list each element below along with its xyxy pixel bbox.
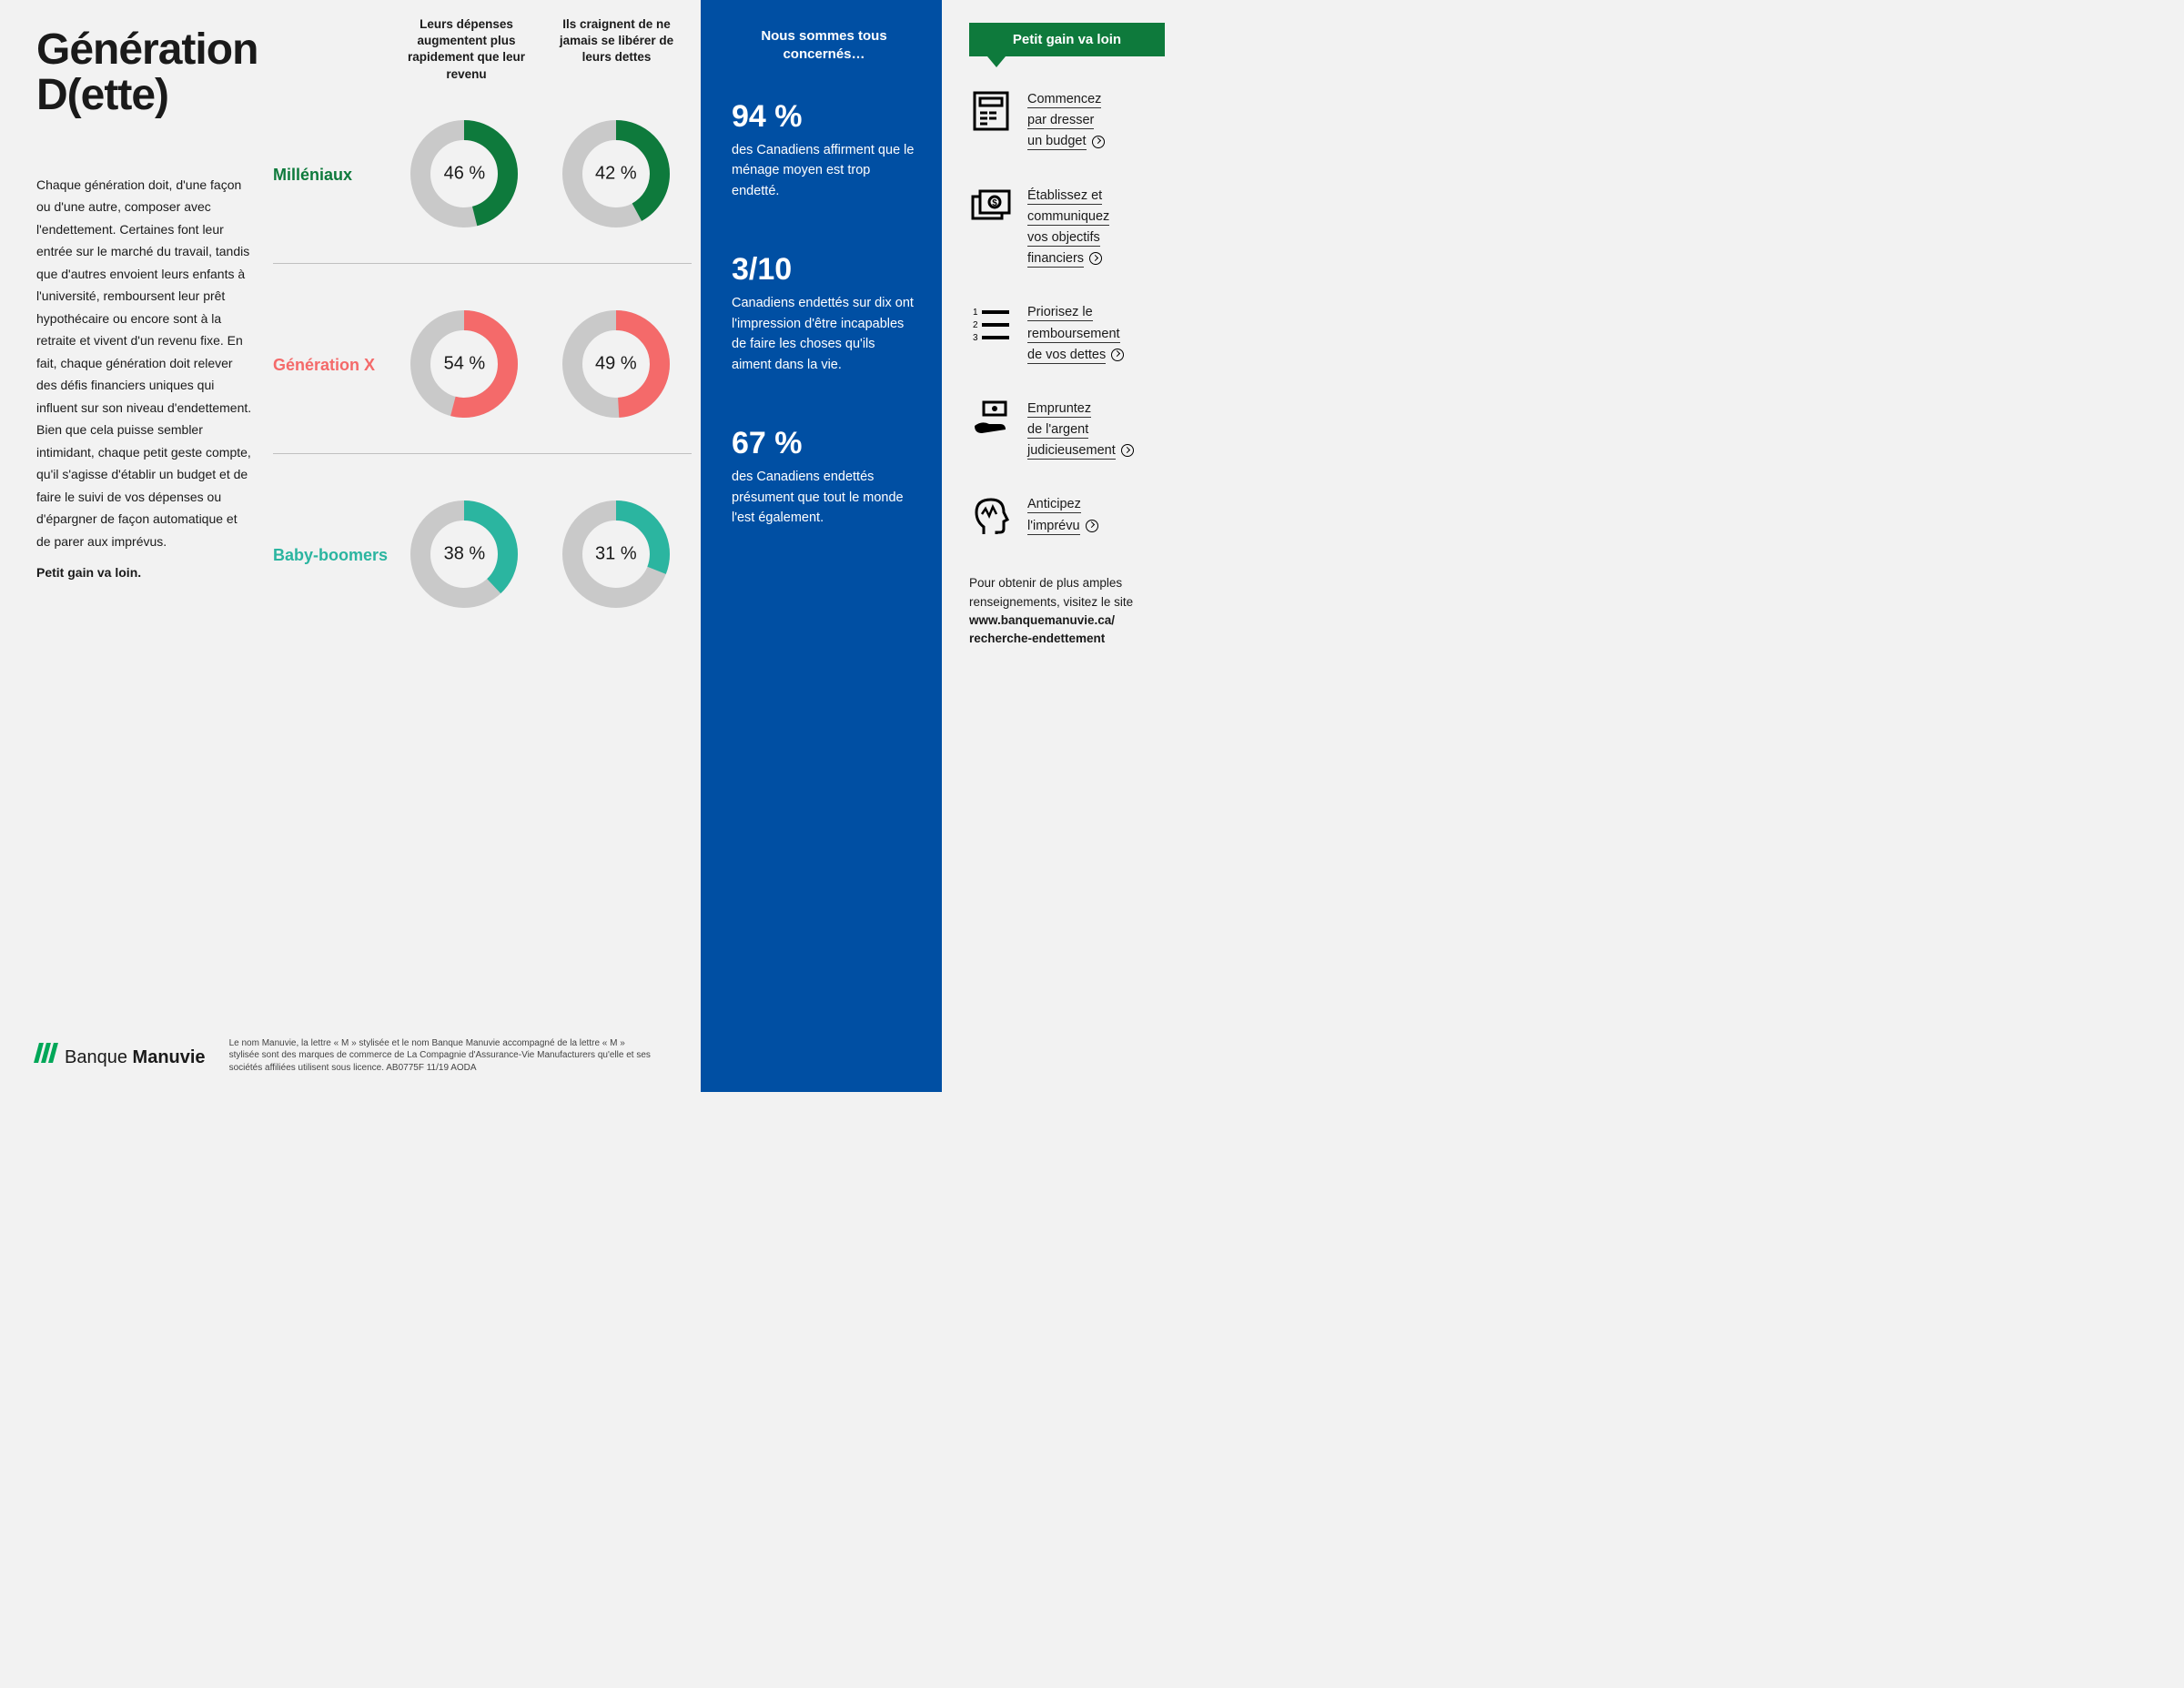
svg-text:$: $ — [992, 198, 997, 208]
logo-text-light: Banque — [65, 1047, 127, 1067]
chevron-right-icon — [1086, 520, 1098, 532]
donut-chart: 38 % — [389, 490, 540, 618]
generation-row: Baby-boomers 38 % 31 % — [273, 453, 692, 634]
more-info-url: www.banquemanuvie.ca/ recherche-endettem… — [969, 613, 1115, 645]
tip-item[interactable]: 1 2 3 Priorisez leremboursementde vos dette… — [969, 302, 1165, 366]
logo-mark-icon — [36, 1043, 56, 1063]
tip-text: Priorisez leremboursementde vos dettes — [1027, 302, 1124, 366]
charts-column: Leurs dépenses augmentent plus rapidemen… — [264, 0, 701, 1092]
donut-chart: 42 % — [541, 110, 692, 238]
logo: Banque Manuvie — [36, 1043, 206, 1068]
intro-paragraph: Chaque génération doit, d'une façon ou d… — [36, 174, 264, 553]
calculator-icon — [969, 89, 1013, 133]
intro-tagline: Petit gain va loin. — [36, 565, 264, 580]
left-column: Génération D(ette) Chaque génération doi… — [0, 0, 264, 1092]
donut-chart: 49 % — [541, 300, 692, 428]
donut-value: 49 % — [595, 353, 637, 374]
svg-text:3: 3 — [973, 333, 978, 343]
svg-text:2: 2 — [973, 320, 978, 330]
generation-label: Milléniaux — [273, 162, 389, 185]
generation-row: Génération X 54 % 49 % — [273, 263, 692, 444]
page-title: Génération D(ette) — [36, 27, 264, 119]
tip-item[interactable]: Commencezpar dresserun budget — [969, 89, 1165, 153]
donut-value: 54 % — [444, 353, 486, 374]
money-icon: $ — [969, 186, 1013, 229]
callout-bubble: Petit gain va loin — [969, 23, 1165, 56]
donut-value: 46 % — [444, 163, 486, 184]
chevron-right-icon — [1092, 136, 1105, 148]
stat-number: 94 % — [732, 99, 916, 135]
stat-block: 3/10 Canadiens endettés sur dix ont l'im… — [732, 252, 916, 375]
chevron-right-icon — [1111, 349, 1124, 361]
tip-item[interactable]: $ Établissez etcommuniquezvos objectifsfi… — [969, 186, 1165, 270]
stat-caption: Canadiens endettés sur dix ont l'impress… — [732, 293, 916, 375]
generation-label: Baby-boomers — [273, 542, 389, 565]
head-icon — [969, 494, 1013, 538]
hand-cash-icon — [969, 399, 1013, 442]
tip-item[interactable]: Empruntezde l'argentjudicieusement — [969, 399, 1165, 462]
chart-header-2: Ils craignent de ne jamais se libérer de… — [541, 16, 692, 83]
stat-block: 94 % des Canadiens affirment que le ména… — [732, 99, 916, 201]
more-info: Pour obtenir de plus amples renseignemen… — [969, 574, 1165, 648]
logo-text-bold: Manuvie — [133, 1047, 206, 1067]
stat-caption: des Canadiens affirment que le ménage mo… — [732, 140, 916, 201]
stat-block: 67 % des Canadiens endettés présument qu… — [732, 426, 916, 528]
chevron-right-icon — [1121, 444, 1134, 457]
tips-panel: Petit gain va loin Commencezpar dresseru… — [942, 0, 1192, 1092]
donut-value: 31 % — [595, 543, 637, 564]
footer: Banque Manuvie Le nom Manuvie, la lettre… — [36, 1037, 1410, 1075]
donut-chart: 31 % — [541, 490, 692, 618]
generation-label: Génération X — [273, 352, 389, 375]
blue-panel: Nous sommes tous concernés… 94 % des Can… — [701, 0, 942, 1092]
donut-chart: 46 % — [389, 110, 540, 238]
tip-text: Établissez etcommuniquezvos objectifsfin… — [1027, 186, 1109, 270]
tip-text: Empruntezde l'argentjudicieusement — [1027, 399, 1134, 462]
chevron-right-icon — [1089, 252, 1102, 265]
donut-chart: 54 % — [389, 300, 540, 428]
stat-caption: des Canadiens endettés présument que tou… — [732, 467, 916, 528]
donut-value: 38 % — [444, 543, 486, 564]
tip-text: Anticipezl'imprévu — [1027, 494, 1098, 536]
chart-header-1: Leurs dépenses augmentent plus rapidemen… — [391, 16, 541, 83]
generation-row: Milléniaux 46 % 42 % — [273, 94, 692, 254]
stat-number: 3/10 — [732, 252, 916, 288]
tip-item[interactable]: Anticipezl'imprévu — [969, 494, 1165, 538]
list-icon: 1 2 3 — [969, 302, 1013, 346]
tip-text: Commencezpar dresserun budget — [1027, 89, 1105, 153]
svg-text:1: 1 — [973, 308, 978, 318]
blue-intro: Nous sommes tous concernés… — [732, 27, 916, 63]
more-info-intro: Pour obtenir de plus amples renseignemen… — [969, 576, 1133, 608]
donut-value: 42 % — [595, 163, 637, 184]
stat-number: 67 % — [732, 426, 916, 461]
legal-text: Le nom Manuvie, la lettre « M » stylisée… — [229, 1037, 657, 1075]
